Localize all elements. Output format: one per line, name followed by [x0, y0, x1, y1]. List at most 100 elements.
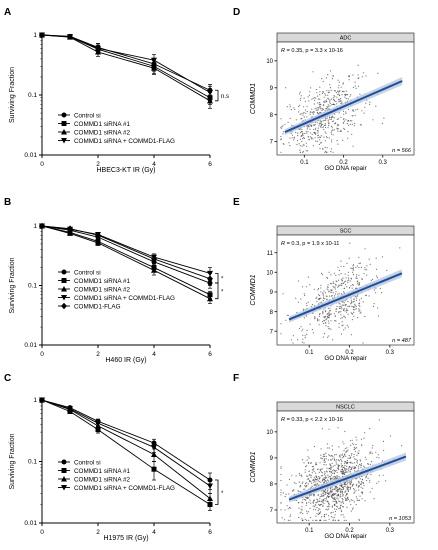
- scatter-point: [373, 289, 375, 291]
- scatter-point: [331, 467, 333, 469]
- scatter-point: [284, 123, 286, 125]
- x-tick-label: 6: [208, 529, 212, 536]
- scatter-point: [358, 450, 360, 452]
- scatter-point: [352, 269, 354, 271]
- scatter-point: [341, 465, 343, 467]
- scatter-point: [320, 297, 322, 299]
- scatter-point: [328, 496, 330, 498]
- scatter-point: [327, 508, 330, 510]
- scatter-point: [359, 495, 361, 497]
- scatter-point: [315, 462, 317, 464]
- scatter-point: [287, 121, 289, 124]
- data-point: [95, 239, 101, 246]
- scatter-point: [311, 137, 313, 139]
- plot-panel: [276, 234, 415, 346]
- scatter-point: [353, 110, 355, 112]
- scatter-point: [338, 500, 340, 502]
- scatter-point: [345, 519, 347, 522]
- scatter-point: [329, 327, 331, 329]
- scatter-point: [327, 313, 329, 315]
- scatter-point: [330, 477, 332, 479]
- scatter-point: [356, 454, 358, 456]
- legend-marker: [61, 468, 67, 473]
- scatter-point: [331, 127, 333, 129]
- scatter-point: [334, 519, 336, 522]
- scatter-point: [308, 501, 310, 503]
- scatter-point: [325, 455, 327, 457]
- scatter-point: [329, 471, 331, 473]
- scatter-point: [358, 452, 360, 455]
- scatter-point: [314, 506, 316, 508]
- scatter-point: [355, 276, 358, 278]
- scatter-point: [316, 483, 318, 485]
- scatter-point: [353, 315, 355, 317]
- scatter-point: [304, 335, 306, 337]
- scatter-point: [327, 492, 329, 494]
- significance-label: *: [221, 491, 224, 497]
- scatter-point: [291, 134, 293, 136]
- scatter-point: [356, 459, 358, 461]
- scatter-point: [340, 502, 342, 504]
- scatter-point: [324, 140, 326, 142]
- scatter-point: [319, 139, 321, 141]
- scatter-point: [346, 468, 348, 470]
- scatter-point: [304, 482, 307, 485]
- scatter-point: [372, 444, 374, 447]
- data-point: [151, 267, 157, 273]
- scatter-point: [362, 487, 364, 489]
- scatter-point: [324, 480, 326, 482]
- scatter-point: [343, 519, 345, 522]
- significance-bracket: [215, 479, 219, 505]
- scatter-point: [280, 491, 282, 494]
- scatter-point: [310, 494, 312, 496]
- scatter-point: [295, 482, 297, 485]
- data-point: [39, 32, 45, 38]
- scatter-point: [342, 499, 344, 501]
- scatter-point: [338, 460, 340, 462]
- scatter-point: [351, 301, 353, 303]
- y-axis-label: COMMD1: [250, 83, 257, 114]
- scatter-point: [319, 495, 321, 498]
- data-point: [95, 420, 101, 427]
- scatter-point: [334, 470, 336, 472]
- scatter-point: [306, 510, 308, 512]
- scatter-point: [326, 491, 328, 494]
- scatter-point: [325, 107, 327, 110]
- scatter-point: [376, 268, 378, 270]
- scatter-point: [370, 451, 372, 453]
- scatter-point: [344, 497, 346, 499]
- scatter-point: [355, 277, 357, 279]
- data-point: [95, 231, 101, 239]
- scatter-point: [321, 274, 324, 276]
- scatter-point: [330, 472, 332, 474]
- scatter-point: [358, 480, 360, 482]
- scatter-point: [298, 502, 300, 504]
- scatter-point: [323, 319, 325, 321]
- scatter-point: [336, 118, 338, 120]
- scatter-point: [325, 132, 327, 134]
- scatter-point: [317, 289, 319, 291]
- scatter-point: [321, 428, 323, 430]
- scatter-point: [344, 300, 346, 302]
- scatter-point: [317, 107, 319, 109]
- panel-letter-c: C: [4, 373, 11, 384]
- scatter-point: [345, 90, 347, 92]
- y-tick-label: 0.01: [24, 520, 37, 527]
- significance-bracket: [215, 89, 219, 102]
- scatter-point: [338, 81, 340, 83]
- scatter-point: [360, 480, 363, 483]
- significance-bracket: [215, 272, 219, 284]
- scatter-point: [349, 462, 351, 464]
- scatter-point: [332, 75, 334, 77]
- scatter-point: [322, 336, 324, 338]
- legend-label: Control si: [74, 112, 101, 119]
- scatter-point: [282, 293, 284, 295]
- legend-label: Control si: [74, 269, 101, 276]
- scatter-point: [353, 446, 355, 448]
- scatter-point: [364, 106, 366, 108]
- scatter-point: [369, 428, 371, 430]
- scatter-point: [311, 328, 313, 331]
- scatter-point: [381, 292, 383, 294]
- scatter-point: [282, 492, 284, 494]
